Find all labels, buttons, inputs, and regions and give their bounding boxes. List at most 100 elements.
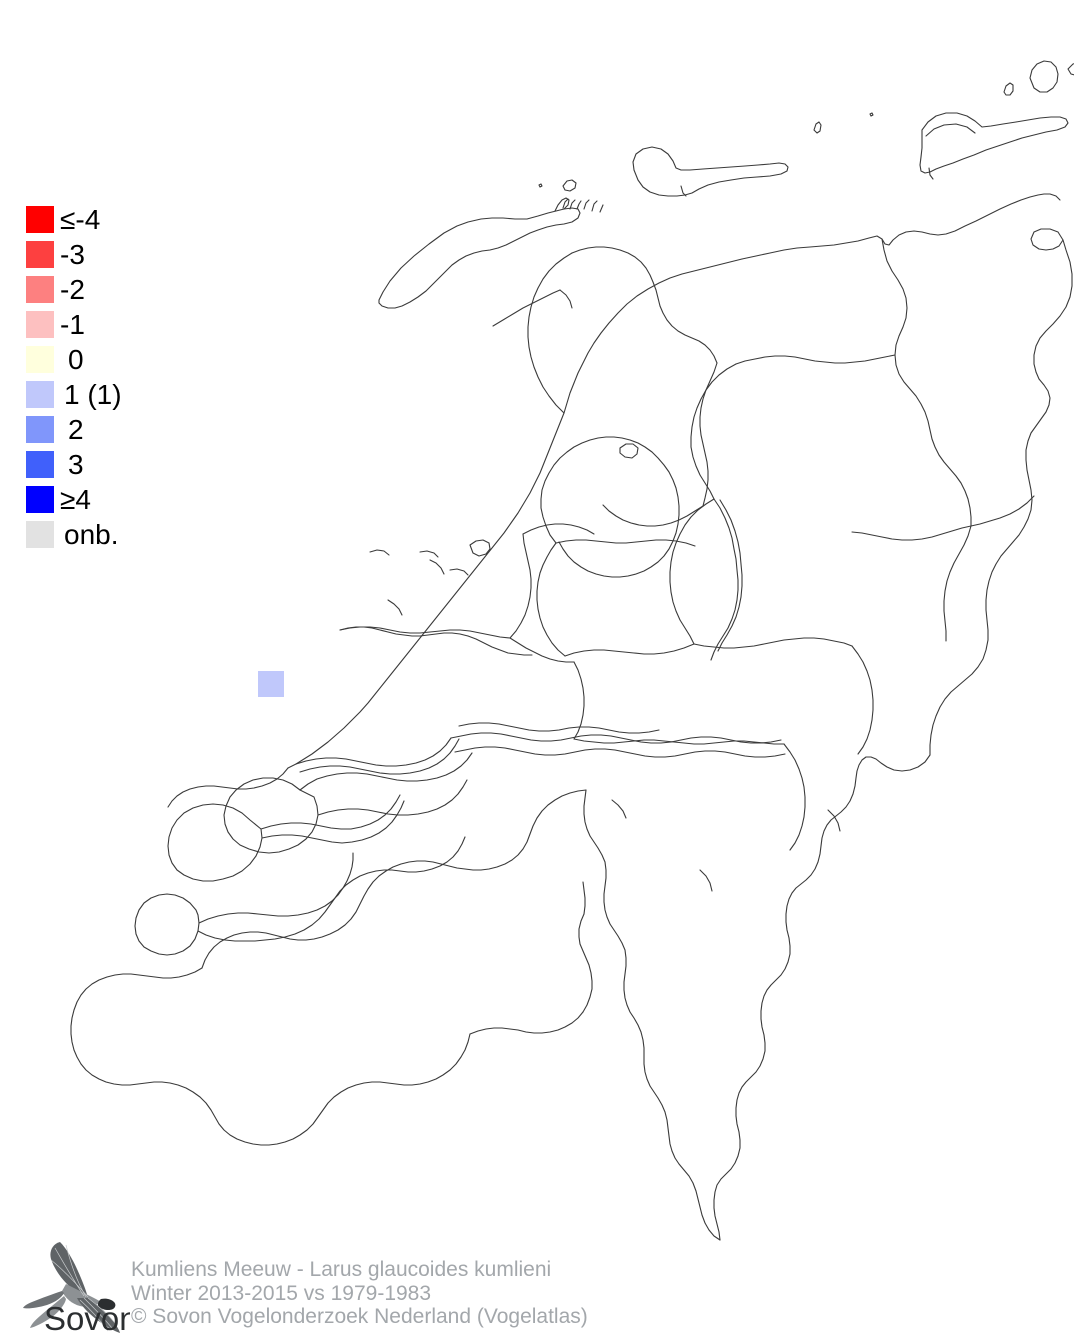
wadden-dot-1 (869, 112, 874, 117)
inland-detail-1 (429, 559, 445, 575)
inland-detail-2 (387, 599, 403, 616)
legend-label-le-minus4: ≤-4 (60, 203, 101, 235)
prov-noordholland-zuidholland (339, 626, 511, 639)
nh-coast-east (571, 246, 718, 364)
island-griend (813, 121, 822, 134)
prov-drenthe-west (851, 525, 972, 541)
zh-coast (287, 412, 565, 769)
legend-row-three[interactable]: 3 (26, 447, 122, 482)
coast-detail-2 (419, 550, 439, 558)
waterweg-south (299, 738, 460, 775)
legend-label-unknown: onb. (64, 518, 119, 550)
zvl-connect (578, 881, 593, 1013)
river-ijssel (710, 498, 739, 661)
legend-row-minus3[interactable]: -3 (26, 237, 122, 272)
prov-nh-east-coast (522, 523, 595, 535)
ij-meer (467, 635, 533, 656)
prov-groningen-drenthe (970, 495, 1035, 527)
prov-nh-flevo-dijk (509, 533, 532, 639)
mainland-outline (1030, 228, 1064, 251)
brabant-south-border (201, 789, 587, 969)
legend-swatch-le-minus4 (26, 206, 54, 233)
legend-row-le-minus4[interactable]: ≤-4 (26, 202, 122, 237)
island-terschelling (919, 112, 1069, 174)
river-maas (454, 746, 786, 758)
legend-label-one: 1 (1) (64, 378, 122, 410)
legend-label-minus3: -3 (60, 238, 85, 270)
noordzeekanaal (339, 626, 469, 637)
legend-label-minus2: -2 (60, 273, 85, 305)
legend-swatch-two (26, 416, 54, 443)
prov-friesland-groningen (881, 238, 972, 527)
footer-line-period: Winter 2013-2015 vs 1979-1983 (131, 1281, 432, 1305)
prov-overijssel-south (693, 637, 853, 649)
prov-brabant-gelderland (573, 738, 785, 745)
texel-detail-5 (591, 200, 598, 212)
zvl-north-edge (469, 1011, 584, 1035)
zeeland-zuid-beveland (198, 852, 354, 924)
prov-friesland-south (735, 354, 896, 365)
legend-row-two[interactable]: 2 (26, 412, 122, 447)
nh-amsterdam (602, 504, 704, 527)
legend-swatch-one (26, 381, 54, 408)
swallow-tail-upper (23, 1291, 64, 1309)
prov-utrecht-north (536, 542, 566, 657)
prov-limburg-west (783, 743, 806, 851)
legend-row-unknown[interactable]: onb. (26, 517, 122, 552)
legend-row-minus2[interactable]: -2 (26, 272, 122, 307)
island-ameland-small (1003, 82, 1014, 96)
prov-friesland-ijssel (690, 363, 737, 500)
lake-detail-1 (469, 539, 491, 557)
footer-line-species: Kumliens Meeuw - Larus glaucoides kumlie… (131, 1258, 552, 1281)
legend-row-ge-4[interactable]: ≥4 (26, 482, 122, 517)
legend-swatch-three (26, 451, 54, 478)
river-waal (450, 732, 782, 744)
terschelling-inner (925, 123, 976, 137)
nieuwe-waterweg (295, 737, 452, 767)
swallow-feather-lines (50, 1244, 117, 1332)
vlieland-detail (680, 185, 687, 197)
lake-detail-2 (619, 443, 639, 459)
zeeland-schouwen-e (261, 800, 405, 844)
zeeland-goeree (223, 777, 319, 854)
legend-label-minus1: -1 (60, 308, 85, 340)
footer-caption: Kumliens Meeuw - Larus glaucoides kumlie… (131, 1258, 588, 1329)
texel-detail-6 (599, 204, 604, 213)
texel-detail-4 (583, 199, 590, 210)
prov-utrecht-flevoland (555, 539, 696, 547)
afsluitdijk (492, 289, 561, 327)
zeeland-zuid-beveland-s (197, 836, 466, 942)
houtribdijk (559, 289, 573, 309)
prov-gelderland-east (851, 645, 874, 755)
nh-markermeer-edge (699, 362, 718, 507)
island-schiermonnikoog (1029, 60, 1059, 93)
island-small-nh (562, 179, 577, 192)
legend-label-two: 2 (68, 413, 84, 445)
river-ijssel-2 (717, 499, 743, 652)
north-coast (741, 193, 1061, 260)
coast-detail-1 (369, 549, 390, 556)
legend-row-minus1[interactable]: -1 (26, 307, 122, 342)
wadden-dot-2 (538, 183, 543, 188)
legend-swatch-minus1 (26, 311, 54, 338)
island-rottumerplaat (1067, 63, 1074, 76)
river-lek (458, 722, 660, 734)
legend-swatch-zero (26, 346, 54, 373)
sovon-wordmark: Sovon (44, 1300, 130, 1334)
legend-row-one[interactable]: 1 (1) (26, 377, 122, 412)
island-texel-inlet (554, 197, 570, 212)
legend-swatch-minus3 (26, 241, 54, 268)
prov-overijssel-west (669, 498, 715, 645)
east-border (929, 239, 1073, 756)
prov-flevoland-outline (540, 436, 680, 578)
footer-line-copyright: © Sovon Vogelonderzoek Nederland (Vogela… (131, 1305, 588, 1328)
prov-drenthe-overijssel (943, 525, 972, 642)
map-cell-1[interactable] (258, 671, 284, 697)
legend-row-zero[interactable]: 0 (26, 342, 122, 377)
zeeland-channel-1 (260, 794, 401, 830)
limburg-west-border (583, 789, 721, 1241)
zeeland-voorne (299, 752, 473, 791)
change-class-legend: ≤-4 -3 -2 -1 0 1 (1) 2 3 ≥4 onb. (26, 202, 122, 552)
